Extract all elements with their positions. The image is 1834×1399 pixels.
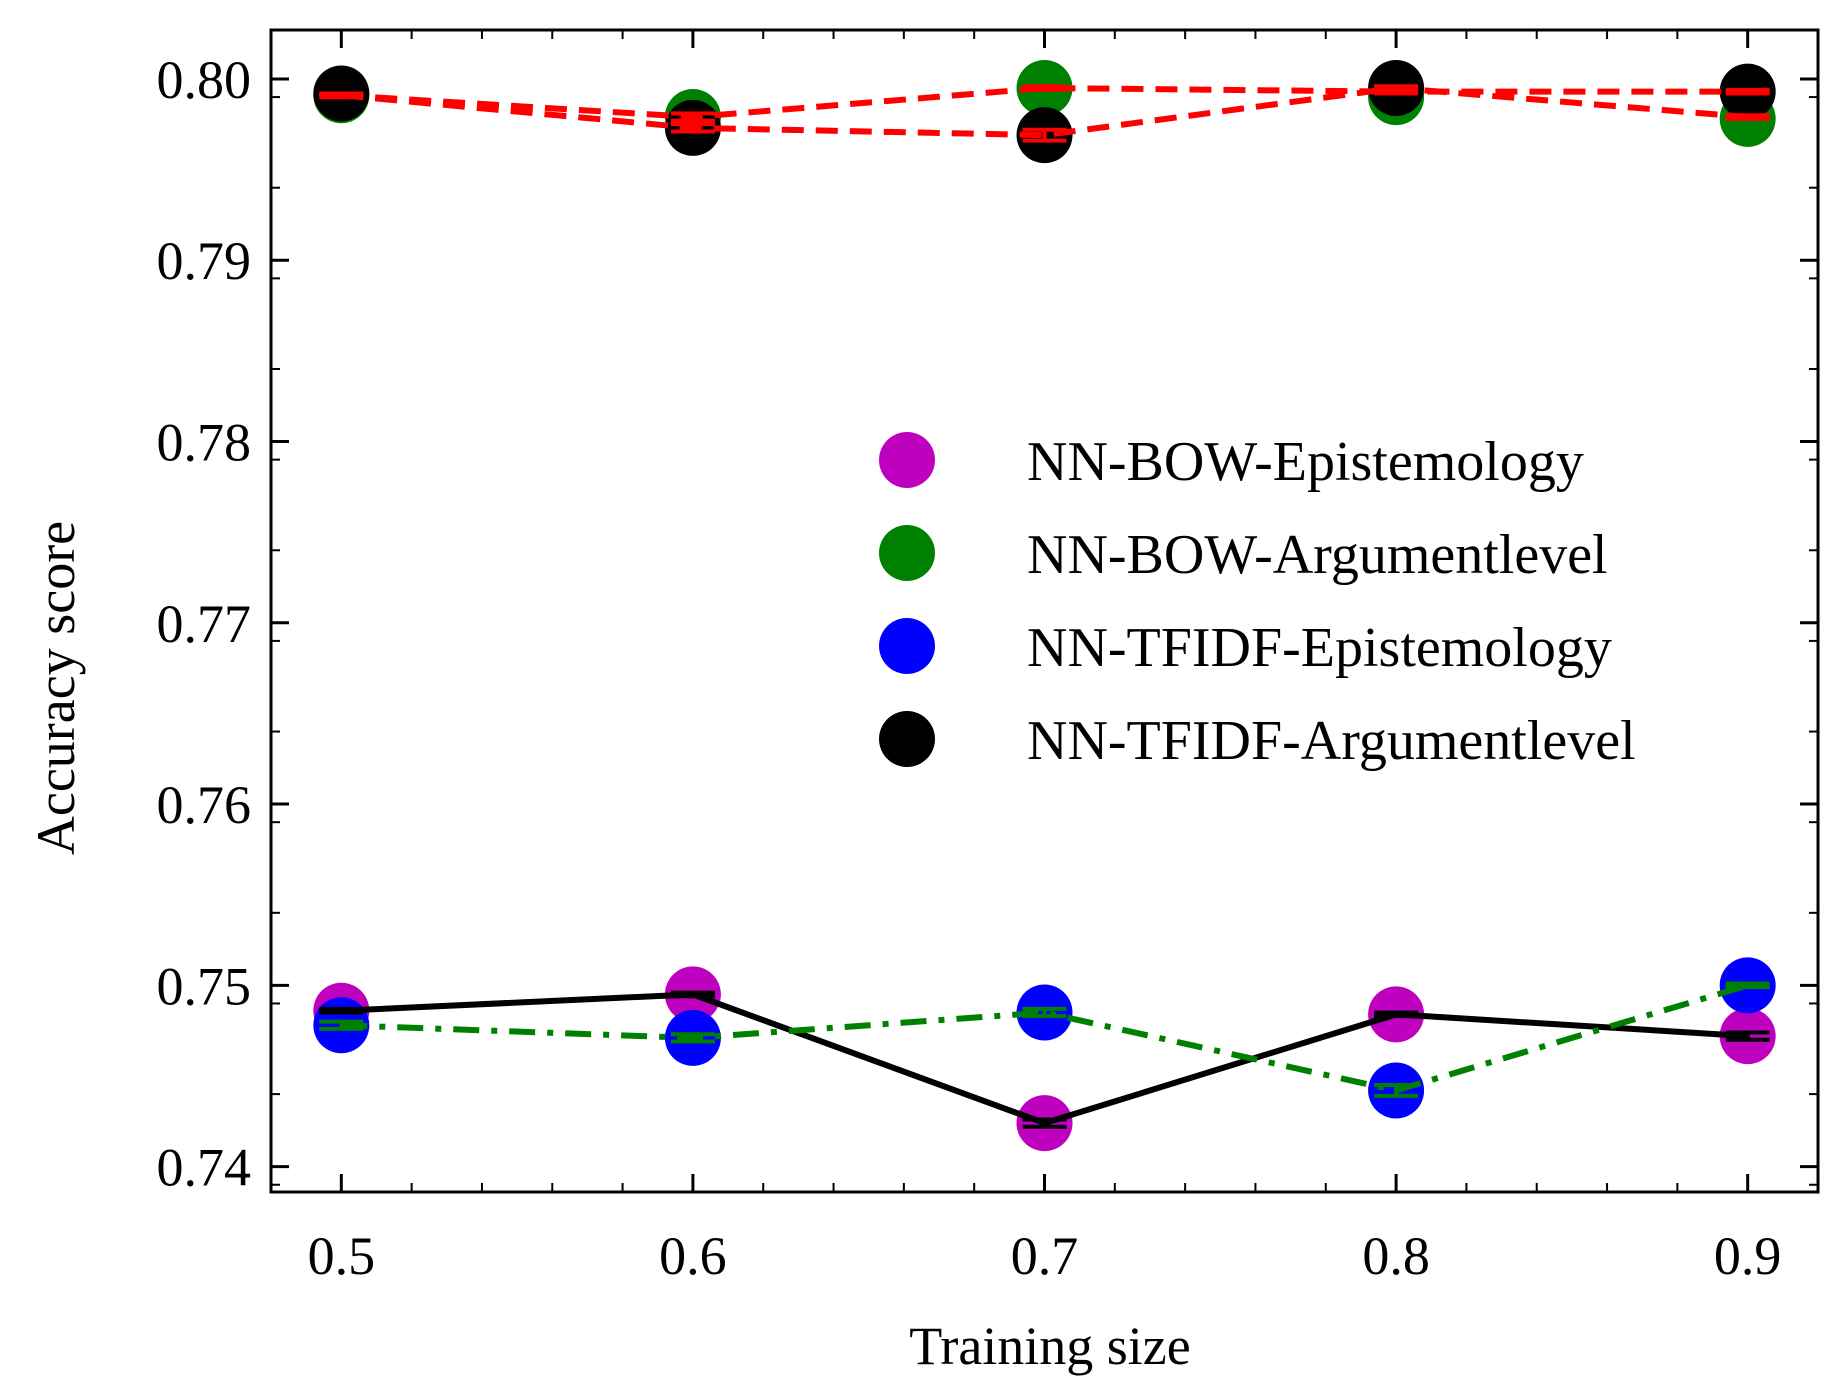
x-axis-title: Training size bbox=[909, 1316, 1191, 1376]
y-axis-title: Accuracy score bbox=[26, 521, 86, 855]
series-line-3 bbox=[341, 85, 1748, 139]
error-bar-1-3 bbox=[1374, 1083, 1419, 1098]
error-bar-3-1 bbox=[670, 122, 715, 134]
x-tick-label: 0.5 bbox=[308, 1226, 376, 1286]
y-tick-label: 0.74 bbox=[157, 1138, 252, 1198]
error-bar-3-2 bbox=[1022, 127, 1067, 143]
legend-entry: NN-TFIDF-Argumentlevel bbox=[879, 710, 1636, 772]
error-bar-0-3 bbox=[1374, 1010, 1419, 1019]
y-tick-label: 0.75 bbox=[157, 956, 252, 1016]
y-tick-label: 0.78 bbox=[157, 413, 252, 473]
error-bar-1-4 bbox=[1725, 981, 1770, 990]
series-line-1 bbox=[341, 982, 1749, 1094]
legend-marker bbox=[879, 432, 935, 488]
axes: 0.5 0.6 0.7 0.8 0.9 0.74 0.75 0.76 0.77 0.78 0.79 0… bbox=[157, 28, 1820, 1286]
y-tick-label: 0.79 bbox=[157, 231, 252, 291]
error-bar-2-4 bbox=[1725, 87, 1770, 96]
error-bar-0-1 bbox=[670, 990, 715, 999]
error-bar-1-0 bbox=[319, 1019, 364, 1031]
error-bar-0-0 bbox=[319, 1006, 364, 1015]
y-tick-label: 0.77 bbox=[157, 594, 252, 654]
x-tick-label: 0.8 bbox=[1362, 1226, 1430, 1286]
error-bar-3-4 bbox=[1725, 113, 1770, 121]
legend-marker bbox=[879, 525, 935, 581]
series-line-2 bbox=[341, 85, 1748, 121]
x-tick-label: 0.6 bbox=[659, 1226, 727, 1286]
legend-entry: NN-TFIDF-Epistemology bbox=[879, 617, 1612, 679]
error-bar-2-1 bbox=[670, 111, 715, 123]
y-tick-label: 0.76 bbox=[157, 775, 252, 835]
legend-marker bbox=[879, 618, 935, 674]
legend-label: NN-BOW-Epistemology bbox=[1027, 431, 1584, 493]
error-bar-3-3 bbox=[1374, 84, 1419, 92]
error-bar-0-2 bbox=[1022, 1117, 1067, 1129]
error-bar-2-2 bbox=[1022, 84, 1067, 92]
legend-label: NN-TFIDF-Argumentlevel bbox=[1027, 710, 1636, 772]
legend-label: NN-BOW-Argumentlevel bbox=[1027, 524, 1608, 586]
legend-label: NN-TFIDF-Epistemology bbox=[1027, 617, 1612, 679]
error-bar-1-1 bbox=[670, 1032, 715, 1044]
error-bar-3-0 bbox=[319, 91, 364, 100]
legend-entry: NN-BOW-Epistemology bbox=[879, 431, 1584, 493]
error-bar-0-4 bbox=[1725, 1030, 1770, 1042]
x-tick-label: 0.7 bbox=[1011, 1226, 1079, 1286]
legend: NN-BOW-Epistemology NN-BOW-Argumentlevel N… bbox=[879, 431, 1636, 772]
y-tick-label: 0.80 bbox=[157, 50, 252, 110]
x-tick-label: 0.9 bbox=[1714, 1226, 1782, 1286]
plot-area bbox=[313, 60, 1776, 1152]
legend-marker bbox=[879, 711, 935, 767]
error-bar-1-2 bbox=[1022, 1006, 1067, 1019]
legend-entry: NN-BOW-Argumentlevel bbox=[879, 524, 1608, 586]
